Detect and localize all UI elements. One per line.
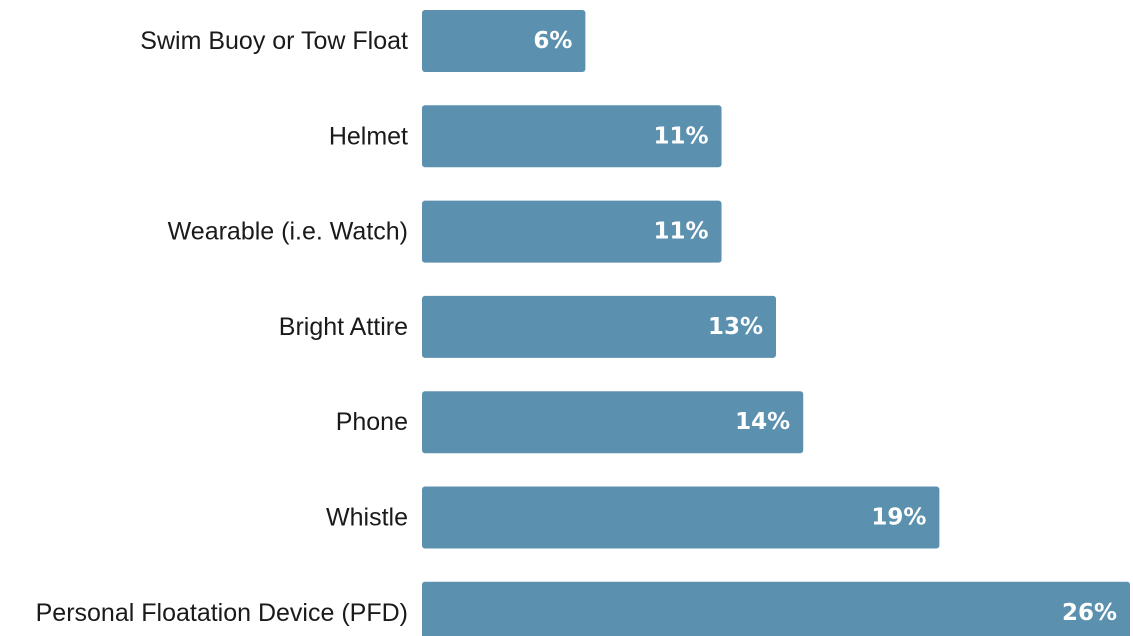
bar [422,486,940,549]
category-label: Helmet [329,122,408,150]
bar-value-label: 13% [708,314,763,340]
category-label: Whistle [326,504,408,532]
bar-value-label: 14% [735,409,790,435]
category-label: Personal Floatation Device (PFD) [36,599,408,627]
bar-value-label: 26% [1062,600,1117,626]
bar-value-label: 11% [653,123,708,149]
bar-value-label: 6% [533,28,572,54]
bar-value-label: 11% [653,219,708,245]
category-label: Phone [336,408,408,436]
bar [422,581,1130,636]
bar [422,295,776,358]
category-label: Wearable (i.e. Watch) [168,218,408,246]
bar-value-label: 19% [871,505,926,531]
bar [422,105,722,168]
category-label: Bright Attire [279,313,408,341]
bar [422,391,804,454]
category-label: Swim Buoy or Tow Float [140,27,408,55]
bar [422,200,722,263]
bar [422,10,586,72]
